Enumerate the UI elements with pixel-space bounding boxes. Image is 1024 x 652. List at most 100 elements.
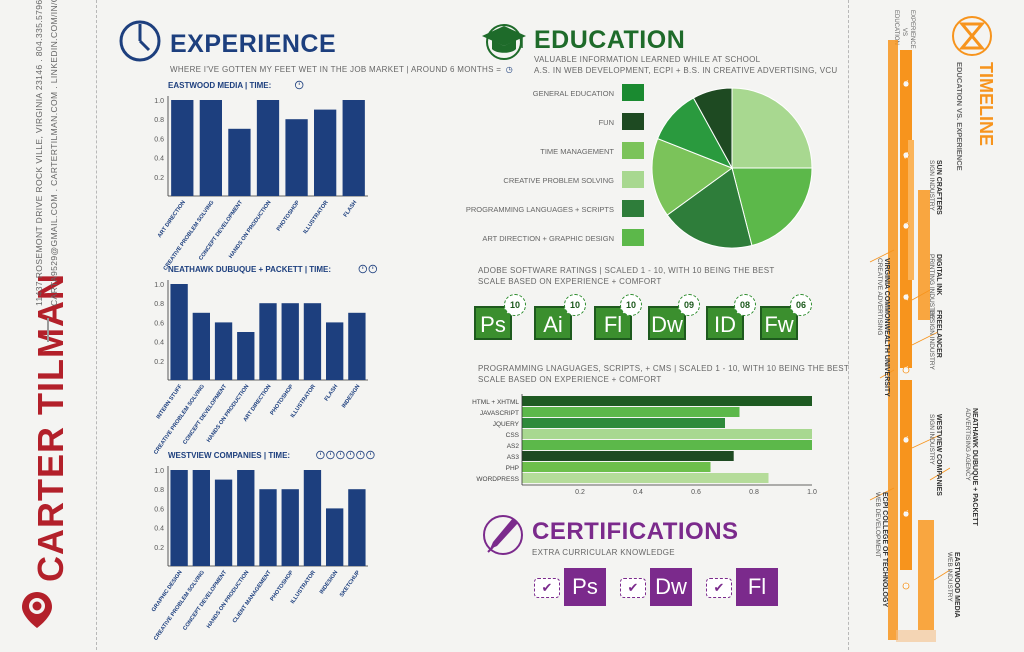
rating-badge: 10 xyxy=(564,294,586,316)
cert-tile: Ps xyxy=(564,568,606,606)
category-label: FLASH xyxy=(343,200,359,219)
timeline-legend-vs: VS xyxy=(901,28,907,37)
tick-label: 0.6 xyxy=(691,489,701,496)
tick-label: 0.6 xyxy=(154,136,164,143)
pie-slice xyxy=(731,167,813,247)
tick-label: 1.0 xyxy=(807,489,817,496)
entry-role: WEB INDUSTRY xyxy=(946,552,953,602)
experience-title: EXPERIENCE xyxy=(170,30,337,58)
category-label: HANDS ON PRODUCTION xyxy=(206,384,250,444)
legend-swatch xyxy=(622,84,644,101)
entry-role: WEB DEVELOPMENT xyxy=(874,492,881,558)
timeline-entry: WESTVIEW COMPANIES SIGN INDUSTRY xyxy=(928,414,942,496)
legend-label: GENERAL EDUCATION xyxy=(532,89,614,98)
category-label: ILLUSTRATOR xyxy=(290,384,317,419)
adobe-line-1: ADOBE SOFTWARE RATINGS | SCALED 1 - 10, … xyxy=(478,266,775,275)
tick-label: 1.0 xyxy=(154,282,164,289)
bar xyxy=(314,109,337,196)
timeline-year: '06 xyxy=(902,222,908,229)
tick-label: 0.2 xyxy=(154,175,164,182)
bar xyxy=(522,407,740,417)
category-label: AS3 xyxy=(507,454,520,461)
category-label: CONCEPT DEVELOPMENT xyxy=(182,383,228,445)
tick-label: 0.8 xyxy=(154,301,164,308)
education-pie-chart xyxy=(651,87,813,249)
education-line-1: VALUABLE INFORMATION LEARNED WHILE AT SC… xyxy=(534,55,761,64)
pie-slice xyxy=(651,137,734,216)
tick-label: 0.8 xyxy=(749,489,759,496)
company-name: WESTVIEW COMPANIES | TIME: xyxy=(168,451,290,460)
bar xyxy=(303,303,322,380)
timeline-title: TIMELINE xyxy=(976,62,996,146)
category-label: FLASH xyxy=(324,384,340,403)
experience-chart: EASTWOOD MEDIA | TIME: 1.0 0.8 0.6 0.4 0.2 ART… xyxy=(154,80,368,272)
entry-role: ADVERTISING AGENCY xyxy=(964,408,971,481)
small-clock-icon xyxy=(316,450,325,460)
category-label: CONCEPT DEVELOPMENT xyxy=(182,569,228,631)
tick-label: 0.2 xyxy=(154,545,164,552)
cert-tile: Fl xyxy=(736,568,778,606)
experience-subtitle-wrap: WHERE I'VE GOTTEN MY FEET WET IN THE JOB… xyxy=(170,59,513,77)
entry-name: WESTVIEW COMPANIES xyxy=(935,414,942,496)
tick-label: 1.0 xyxy=(154,468,164,475)
certifications-title: CERTIFICATIONS xyxy=(532,518,739,545)
tick-label: 0.6 xyxy=(154,506,164,513)
pie-slice xyxy=(692,87,733,169)
category-label: SKETCHUP xyxy=(339,569,362,598)
bar xyxy=(192,470,210,566)
tick-label: 0.4 xyxy=(154,156,164,163)
location-pin-icon xyxy=(22,592,52,628)
check-icon: ✔ xyxy=(534,578,560,598)
category-label: INDESIGN xyxy=(319,570,339,596)
experience-chart: NEATHAWK DUBUQUE + PACKETT | TIME: 1.0 0.8… xyxy=(153,264,377,456)
separator-right xyxy=(848,0,849,650)
entry-name: SUN CRAFTERS xyxy=(935,160,942,215)
entry-role: CREATIVE ADVERTISING xyxy=(876,258,883,336)
category-label: WORDPRESS xyxy=(476,476,519,483)
category-label: ILLUSTRATOR xyxy=(290,570,317,605)
bar xyxy=(237,470,255,566)
timeline-entry: EASTWOOD MEDIA WEB INDUSTRY xyxy=(946,552,960,618)
legend-swatch xyxy=(622,229,644,246)
experience-chart: WESTVIEW COMPANIES | TIME: 1.0 0.8 0.6 0.4 0.… xyxy=(151,450,375,642)
category-label: JAVASCRIPT xyxy=(480,410,519,417)
bar xyxy=(171,100,194,196)
small-clock-icon xyxy=(358,264,367,274)
name-divider xyxy=(47,318,49,342)
category-label: HANDS ON PRODUCTION xyxy=(206,570,250,630)
legend-swatch xyxy=(622,171,644,188)
small-clock-icon xyxy=(368,264,377,274)
bar xyxy=(522,473,769,483)
bar xyxy=(326,322,344,380)
entry-name: EASTWOOD MEDIA xyxy=(953,552,960,618)
entry-name: NEATHAWK DUBUQUE + PACKETT xyxy=(971,408,978,526)
profile-contact: CARTA9529@GMAIL.COM . CARTERTILMAN.COM .… xyxy=(49,0,59,306)
legend-label: TIME MANAGEMENT xyxy=(540,147,614,156)
timeline-year: '04 xyxy=(902,80,908,87)
timeline-subtitle: EDUCATION VS. EXPERIENCE xyxy=(955,62,964,171)
experience-subtitle: WHERE I'VE GOTTEN MY FEET WET IN THE JOB… xyxy=(170,65,502,74)
graduation-cap-icon xyxy=(482,24,526,60)
legend-label: PROGRAMMING LANGUAGES + SCRIPTS xyxy=(465,205,614,214)
bar xyxy=(199,100,222,196)
timeline-year: '11 xyxy=(902,582,908,589)
category-label: PHOTOSHOP xyxy=(269,383,295,416)
bar xyxy=(285,119,308,196)
bar xyxy=(228,128,251,196)
bar xyxy=(522,451,734,461)
category-label: HTML + XHTML xyxy=(472,399,519,406)
timeline-entry: NEATHAWK DUBUQUE + PACKETT ADVERTISING A… xyxy=(964,408,978,526)
small-clock-icon xyxy=(366,450,375,460)
small-clock-icon xyxy=(336,450,345,460)
bar xyxy=(170,470,188,566)
rating-badge: 10 xyxy=(504,294,526,316)
bar xyxy=(342,100,365,196)
pie-slice xyxy=(731,87,813,169)
timeline-graphic xyxy=(869,40,950,642)
rating-badge: 10 xyxy=(620,294,642,316)
rating-badge: 09 xyxy=(678,294,700,316)
tick-label: 1.0 xyxy=(154,98,164,105)
bar xyxy=(303,470,322,566)
entry-role: DESIGN INDUSTRY xyxy=(928,310,935,370)
tick-label: 0.2 xyxy=(154,359,164,366)
